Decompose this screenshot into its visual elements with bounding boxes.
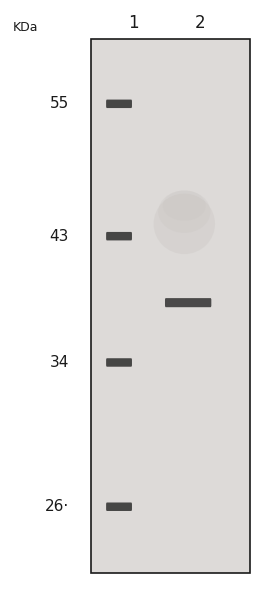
FancyBboxPatch shape (106, 99, 132, 108)
Text: 2: 2 (194, 14, 205, 32)
FancyBboxPatch shape (165, 298, 211, 307)
FancyBboxPatch shape (106, 358, 132, 367)
FancyBboxPatch shape (91, 39, 250, 573)
Text: 55: 55 (50, 96, 69, 112)
Text: 34: 34 (50, 355, 69, 370)
FancyBboxPatch shape (106, 232, 132, 241)
Ellipse shape (163, 190, 206, 221)
Text: 1: 1 (128, 14, 138, 32)
Text: 26·: 26· (45, 499, 69, 514)
Text: KDa: KDa (13, 21, 38, 34)
Ellipse shape (154, 193, 215, 254)
Text: 43: 43 (50, 228, 69, 244)
FancyBboxPatch shape (106, 502, 132, 511)
Ellipse shape (158, 190, 210, 233)
